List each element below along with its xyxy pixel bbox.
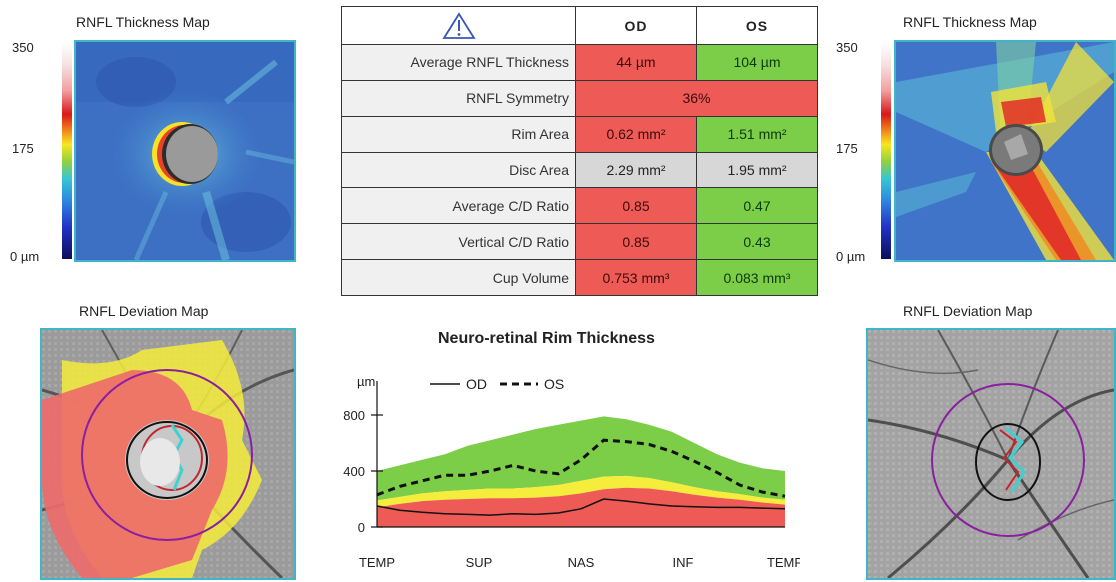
table-row: RNFL Symmetry 36%: [341, 79, 818, 117]
chart-y-axis-label: µm: [357, 374, 375, 389]
table-row: Disc Area 2.29 mm² 1.95 mm²: [341, 151, 818, 189]
chart-title: Neuro-retinal Rim Thickness: [438, 330, 655, 347]
table-header-os: OS: [696, 6, 818, 45]
x-tick-label: SUP: [466, 555, 493, 570]
row-label: RNFL Symmetry: [341, 79, 576, 117]
od-value: 0.62 mm²: [575, 115, 697, 153]
row-label: Vertical C/D Ratio: [341, 223, 576, 261]
os-thickness-map-image: [896, 42, 1114, 260]
outside-normal-band: [377, 487, 785, 527]
os-value: 104 µm: [696, 44, 818, 81]
os-value: 0.43: [696, 223, 818, 261]
os-thickness-map-title: RNFL Thickness Map: [903, 14, 1037, 30]
series-line-od: [376, 498, 786, 516]
table-row: Average C/D Ratio 0.85 0.47: [341, 187, 818, 225]
od-value: 0.753 mm³: [575, 259, 697, 296]
os-deviation-map: [866, 328, 1116, 580]
od-scale-min: 0 µm: [10, 249, 40, 264]
os-color-scale-bar: [881, 43, 891, 259]
table-header-od: OD: [575, 6, 697, 45]
od-deviation-map-image: [42, 330, 294, 578]
warning-triangle-icon: [441, 11, 476, 39]
normal-range-band: [377, 416, 785, 501]
borderline-range-band: [377, 475, 785, 508]
os-value: 1.51 mm²: [696, 115, 818, 153]
y-tick-label: 400: [343, 464, 365, 479]
series-line-os: [376, 438, 786, 498]
table-row: Cup Volume 0.753 mm³ 0.083 mm³: [341, 259, 818, 296]
table-header-row: OD OS: [341, 6, 818, 45]
od-thickness-map-title: RNFL Thickness Map: [76, 14, 210, 30]
od-scale-max: 350: [12, 40, 34, 55]
od-value: 2.29 mm²: [575, 151, 697, 189]
rim-thickness-chart: µm OD OS 0 400 800 TEMP SUP NAS INF TEMP: [343, 374, 800, 570]
od-value: 0.85: [575, 223, 697, 261]
os-deviation-map-image: [868, 330, 1114, 578]
table-row: Rim Area 0.62 mm² 1.51 mm²: [341, 115, 818, 153]
os-scale-min: 0 µm: [836, 249, 866, 264]
table-row: Average RNFL Thickness 44 µm 104 µm: [341, 44, 818, 81]
x-tick-label: NAS: [568, 555, 595, 570]
os-scale-mid: 175: [836, 141, 858, 156]
os-value: 1.95 mm²: [696, 151, 818, 189]
symmetry-value: 36%: [575, 79, 818, 117]
od-scale-mid: 175: [12, 141, 34, 156]
x-tick-label: INF: [673, 555, 694, 570]
od-thickness-map-image: [76, 42, 294, 260]
table-row: Vertical C/D Ratio 0.85 0.43: [341, 223, 818, 261]
od-color-scale-bar: [62, 43, 72, 259]
os-deviation-map-title: RNFL Deviation Map: [903, 303, 1033, 319]
row-label: Rim Area: [341, 115, 576, 153]
chart-legend: OD OS: [430, 376, 564, 392]
os-value: 0.47: [696, 187, 818, 225]
od-deviation-map: [40, 328, 296, 580]
od-deviation-map-title: RNFL Deviation Map: [79, 303, 209, 319]
row-label: Cup Volume: [341, 259, 576, 296]
row-label: Average RNFL Thickness: [341, 44, 576, 81]
legend-os-label: OS: [544, 376, 564, 392]
row-label: Average C/D Ratio: [341, 187, 576, 225]
od-thickness-map: [74, 40, 296, 262]
os-thickness-map: [894, 40, 1116, 262]
x-tick-label: TEMP: [767, 555, 800, 570]
od-value: 44 µm: [575, 44, 697, 81]
y-tick-label: 0: [358, 520, 365, 535]
legend-od-label: OD: [466, 376, 487, 392]
os-scale-max: 350: [836, 40, 858, 55]
y-tick-label: 800: [343, 408, 365, 423]
os-value: 0.083 mm³: [696, 259, 818, 296]
x-tick-label: TEMP: [359, 555, 395, 570]
row-label: Disc Area: [341, 151, 576, 189]
rnfl-parameters-table: OD OS Average RNFL Thickness 44 µm 104 µ…: [341, 6, 818, 296]
od-value: 0.85: [575, 187, 697, 225]
table-header-warning-cell: [341, 6, 576, 45]
